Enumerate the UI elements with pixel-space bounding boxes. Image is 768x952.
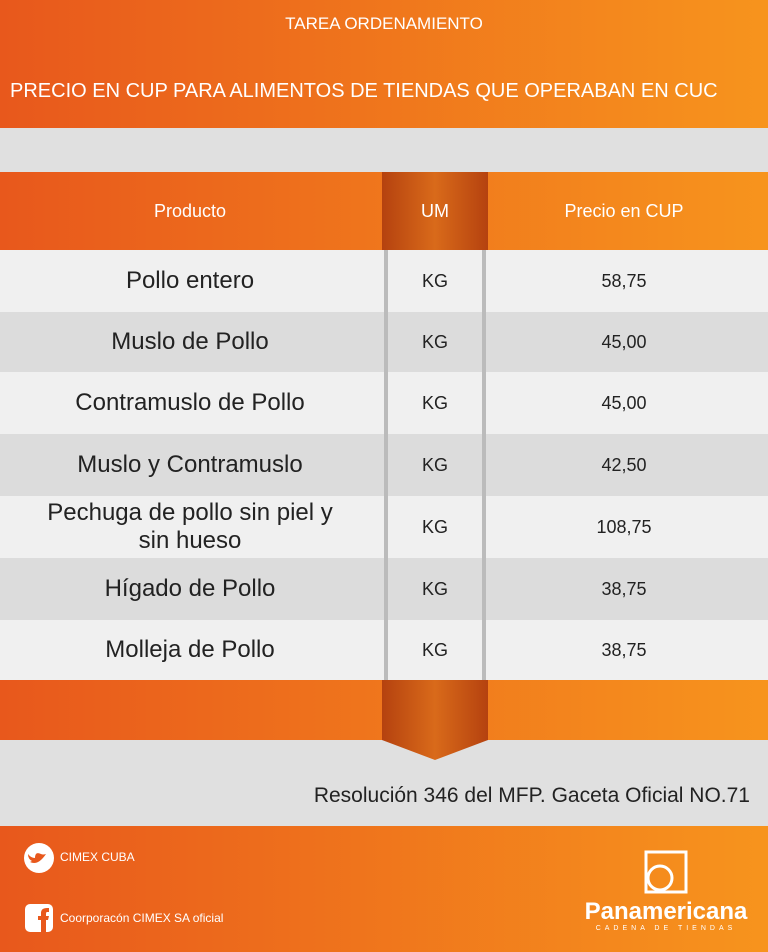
table-cell: 38,75 [601,578,647,599]
social-twitter: CIMEX CUBA [60,850,135,864]
table-cell: Contramuslo de Pollo [75,389,305,417]
column-header: UM [421,200,449,221]
table-cell: Pechuga de pollo sin piel y sin hueso [47,499,333,554]
table-cell: 45,00 [601,331,647,352]
table-cell: Hígado de Pollo [104,575,276,603]
table-cell: 42,50 [601,454,647,475]
table-cell: 58,75 [601,270,647,291]
title: TAREA ORDENAMIENTO [285,14,483,33]
table-cell: Muslo de Pollo [111,328,269,356]
column-header: Producto [153,200,227,221]
table-cell: 38,75 [601,639,647,660]
table-cell: KG [421,392,448,413]
table-cell: KG [421,454,448,475]
table-cell: KG [421,578,448,599]
column-header: Precio en CUP [564,200,684,221]
social-facebook: Coorporacón CIMEX SA oficial [60,911,224,925]
brand-tagline: CADENA DE TIENDAS [595,925,737,932]
table-cell: KG [421,639,448,660]
brand-name: Panamericana [584,898,748,925]
table-cell: KG [421,331,448,352]
subtitle: PRECIO EN CUP PARA ALIMENTOS DE TIENDAS … [10,80,718,102]
table-cell: KG [421,516,448,537]
table-cell: 108,75 [596,516,652,537]
table-cell: Molleja de Pollo [105,636,275,664]
table-cell: Pollo entero [125,267,255,295]
note: Resolución 346 del MFP. Gaceta Oficial N… [313,784,750,807]
table-cell: Muslo y Contramuslo [77,451,303,479]
table-cell: KG [421,270,448,291]
table-cell: 45,00 [601,392,647,413]
